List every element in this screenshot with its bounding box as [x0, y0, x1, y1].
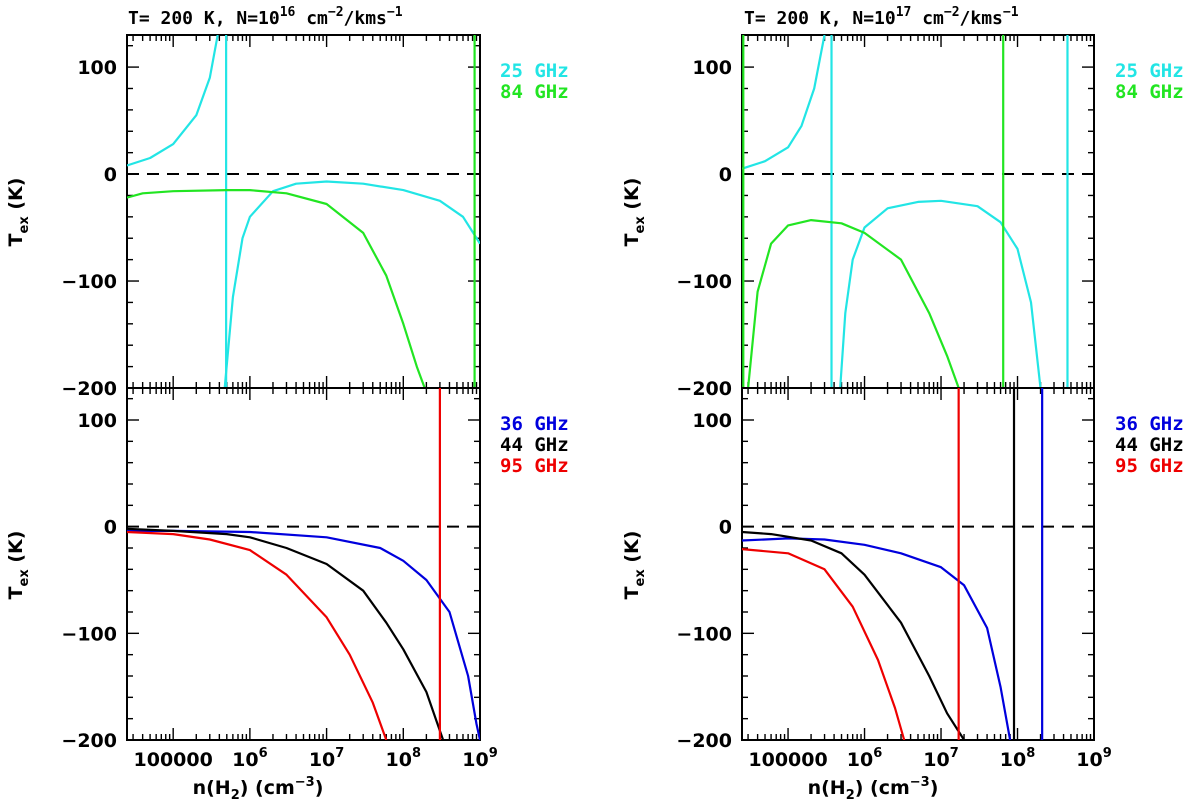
x-tick-label: 100000	[748, 749, 827, 771]
svg-text:Tex (K): Tex (K)	[621, 178, 648, 247]
series-line-36-ghz	[127, 529, 480, 740]
y-tick-label: 0	[719, 517, 732, 539]
ylabel-right-bottom: Tex (K)	[621, 531, 648, 600]
y-tick-label: 100	[692, 410, 732, 432]
ylabel-left-bottom: Tex (K)	[5, 531, 32, 600]
legend-entry: 44 GHz	[1115, 434, 1184, 456]
legend-entry: 95 GHz	[500, 455, 569, 477]
plot-area	[742, 388, 1094, 740]
x-tick-label: 100000	[134, 749, 213, 771]
y-tick-label: 100	[692, 57, 732, 79]
series-line-84-ghz	[127, 189, 426, 388]
legend-entry: 44 GHz	[500, 434, 569, 456]
x-tick-label: 106	[847, 746, 883, 771]
series-line-44-ghz	[742, 530, 966, 740]
series-line-84-ghz	[747, 219, 960, 388]
y-tick-label: −100	[676, 271, 732, 293]
x-tick-label: 107	[923, 746, 959, 771]
legend-entry: 36 GHz	[500, 413, 569, 435]
plot-frame	[126, 387, 481, 741]
y-tick-label: 100	[77, 410, 117, 432]
legend-entry: 84 GHz	[500, 81, 569, 103]
plot-frame	[126, 34, 481, 389]
series-line-25-ghz	[742, 35, 826, 170]
plot-frame	[741, 34, 1095, 389]
y-tick-label: −200	[676, 730, 732, 752]
legend-entry: 95 GHz	[1115, 455, 1184, 477]
left-panel-title: T= 200 K, N=1016 cm−2/kms−1	[128, 5, 403, 29]
series-line-25-ghz	[839, 199, 1042, 388]
y-tick-label: 100	[77, 57, 117, 79]
x-tick-label: 108	[1000, 746, 1035, 771]
svg-text:Tex (K): Tex (K)	[621, 531, 648, 600]
x-tick-label: 106	[232, 746, 268, 771]
legend-entry: 25 GHz	[500, 60, 569, 82]
legend-entry: 36 GHz	[1115, 413, 1184, 435]
xlabel-right: n(H2) (cm−3)	[808, 775, 939, 802]
series-line-95-ghz	[127, 530, 388, 740]
x-tick-label: 109	[462, 746, 498, 771]
y-tick-label: −200	[61, 730, 117, 752]
plot-area	[742, 35, 1094, 388]
y-tick-label: −100	[61, 623, 117, 645]
legend-entry: 84 GHz	[1115, 81, 1184, 103]
x-tick-label: 107	[309, 746, 345, 771]
series-line-36-ghz	[742, 537, 1012, 740]
plot-area	[127, 388, 480, 740]
x-tick-label: 108	[386, 746, 422, 771]
ylabel-left-top: Tex (K)	[5, 178, 32, 247]
series-line-25-ghz	[223, 180, 480, 388]
y-tick-label: −100	[61, 271, 117, 293]
y-tick-label: −100	[676, 623, 732, 645]
x-tick-label: 109	[1076, 746, 1112, 771]
y-tick-label: −200	[676, 378, 732, 400]
xlabel-left: n(H2) (cm−3)	[193, 775, 324, 802]
series-line-95-ghz	[742, 548, 906, 740]
series-line-25-ghz	[127, 35, 219, 167]
series-line-44-ghz	[127, 527, 445, 740]
y-tick-label: −200	[61, 378, 117, 400]
svg-text:Tex (K): Tex (K)	[5, 531, 32, 600]
svg-text:Tex (K): Tex (K)	[5, 178, 32, 247]
legend-entry: 25 GHz	[1115, 60, 1184, 82]
y-tick-label: 0	[104, 164, 117, 186]
ylabel-right-top: Tex (K)	[621, 178, 648, 247]
y-tick-label: 0	[104, 517, 117, 539]
y-tick-label: 0	[719, 164, 732, 186]
right-panel-title: T= 200 K, N=1017 cm−2/kms−1	[744, 5, 1019, 29]
plot-area	[127, 35, 480, 388]
